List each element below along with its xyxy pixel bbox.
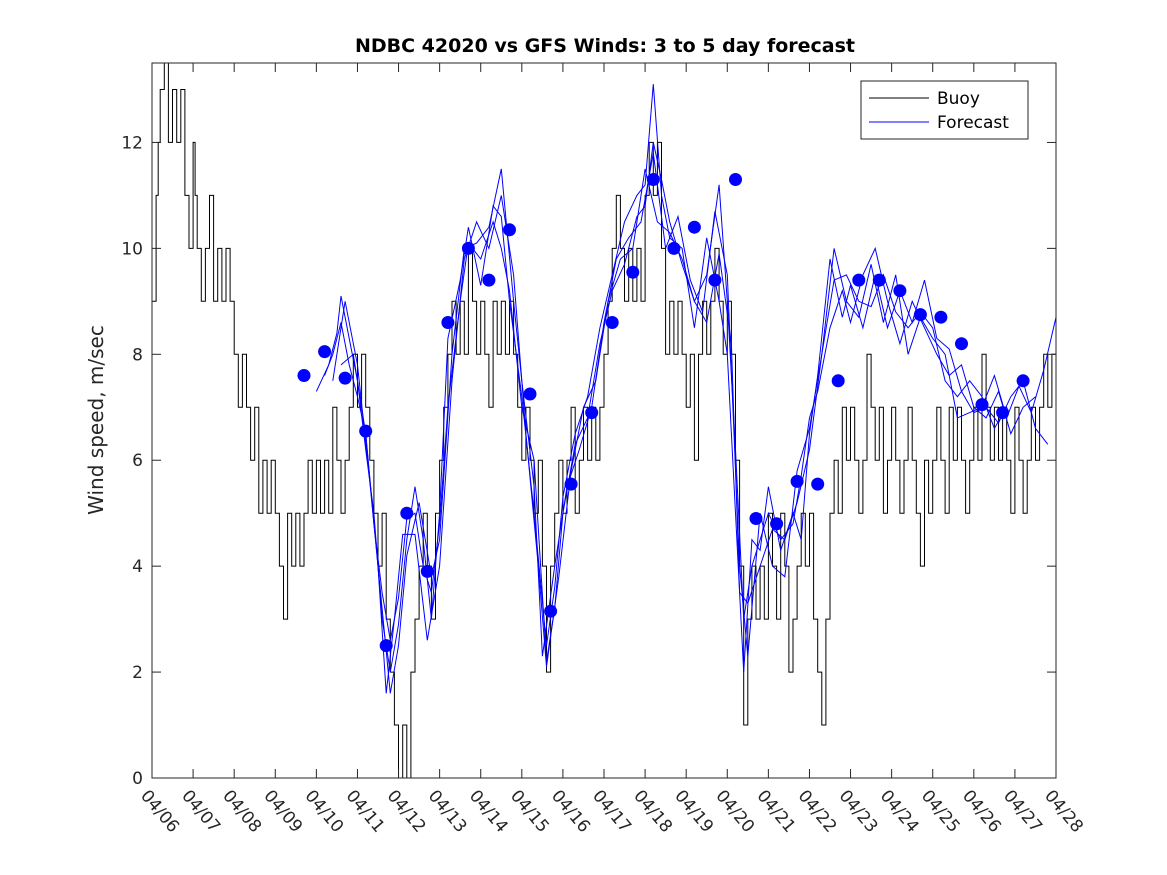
- plot-clip-group: [152, 63, 1056, 778]
- forecast-marker-28: [852, 273, 866, 287]
- plot-data-layer: [152, 63, 1056, 778]
- forecast-marker-10: [482, 273, 496, 287]
- forecast-marker-12: [523, 387, 537, 401]
- y-tick-label: 0: [132, 769, 143, 789]
- forecast-marker-1: [297, 369, 311, 382]
- forecast-marker-4: [359, 424, 373, 438]
- forecast-marker-16: [605, 316, 619, 329]
- legend-buoy-label: Buoy: [937, 89, 980, 109]
- forecast-marker-19: [667, 241, 681, 255]
- forecast-marker-17: [626, 265, 640, 279]
- legend-box: [860, 80, 1029, 140]
- forecast-marker-14: [564, 477, 578, 491]
- forecast-marker-30: [893, 284, 907, 298]
- forecast-marker-35: [996, 406, 1010, 420]
- forecast-marker-36: [1016, 374, 1030, 388]
- forecast-marker-25: [790, 474, 804, 488]
- forecast-run-line-3: [332, 152, 1056, 694]
- forecast-run-line-4: [340, 168, 1008, 694]
- forecast-marker-20: [687, 220, 701, 234]
- forecast-marker-18: [646, 173, 660, 186]
- forecast-marker-15: [585, 406, 599, 420]
- forecast-marker-33: [955, 337, 968, 351]
- forecast-marker-5: [379, 639, 393, 653]
- legend-forecast-label: Forecast: [937, 113, 1009, 133]
- forecast-marker-27: [831, 374, 845, 388]
- forecast-marker-24: [770, 517, 784, 531]
- forecast-run-line-2: [324, 142, 1036, 662]
- forecast-marker-3: [338, 371, 352, 385]
- forecast-marker-21: [708, 273, 722, 287]
- forecast-marker-8: [441, 316, 455, 329]
- forecast-marker-26: [811, 477, 825, 491]
- y-tick-label: 12: [121, 133, 143, 153]
- forecast-marker-34: [975, 398, 989, 412]
- forecast-marker-6: [400, 506, 414, 520]
- forecast-marker-23: [749, 512, 763, 525]
- y-tick-label: 4: [132, 557, 143, 577]
- forecast-marker-7: [420, 564, 434, 578]
- forecast-marker-29: [872, 273, 886, 287]
- forecast-marker-9: [461, 241, 475, 255]
- chart-title: NDBC 42020 vs GFS Winds: 3 to 5 day fore…: [355, 35, 855, 57]
- forecast-marker-22: [729, 173, 742, 186]
- y-tick-label: 8: [132, 345, 143, 365]
- forecast-marker-31: [913, 308, 927, 322]
- forecast-marker-13: [544, 604, 558, 618]
- y-tick-label: 10: [121, 239, 143, 259]
- y-tick-label: 6: [132, 451, 143, 471]
- legend: Buoy Forecast: [860, 80, 1029, 140]
- forecast-marker-11: [503, 223, 516, 237]
- y-tick-label: 2: [132, 663, 143, 683]
- buoy-series-line: [152, 63, 1056, 778]
- forecast-marker-32: [934, 310, 948, 324]
- forecast-marker-2: [318, 345, 332, 359]
- y-axis-label: Wind speed, m/sec: [84, 325, 108, 515]
